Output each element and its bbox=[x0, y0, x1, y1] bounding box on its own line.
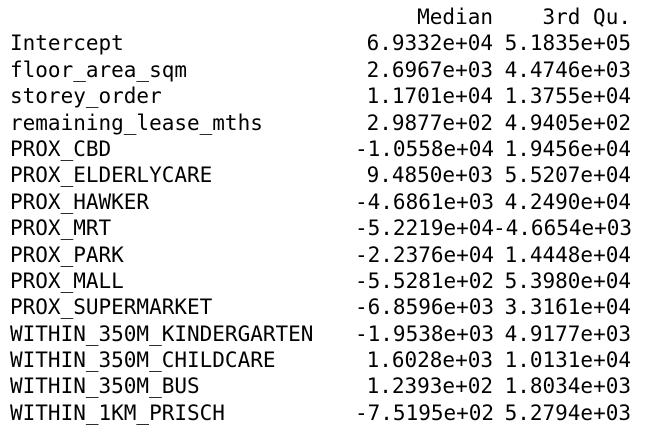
row-label: PROX_SUPERMARKET bbox=[10, 295, 213, 320]
median-value: 2.6967e+03 bbox=[366, 57, 493, 82]
median-value: 1.2393e+02 bbox=[366, 374, 493, 399]
table-row: floor_area_sqm 2.6967e+03 4.4746e+03 bbox=[10, 57, 658, 83]
row-label: PROX_PARK bbox=[10, 242, 124, 267]
table-row: Intercept 6.9332e+04 5.1835e+05 bbox=[10, 30, 658, 56]
median-value: 2.9877e+02 bbox=[366, 110, 493, 135]
console-output: Median 3rd Qu. Intercept 6.9332e+04 5.1835… bbox=[10, 4, 658, 426]
header-row: Median 3rd Qu. bbox=[10, 4, 658, 30]
q3-value: 1.8034e+03 bbox=[504, 374, 631, 399]
q3-value: 4.2490e+04 bbox=[504, 189, 631, 214]
row-label: storey_order bbox=[10, 84, 162, 109]
q3-value: 5.3980e+04 bbox=[504, 268, 631, 293]
median-value: -2.2376e+04 bbox=[355, 242, 495, 267]
header-name bbox=[10, 4, 355, 30]
median-value: -5.5281e+02 bbox=[355, 268, 495, 293]
row-label: WITHIN_350M_KINDERGARTEN bbox=[10, 321, 314, 346]
header-3rd-quartile: 3rd Qu. bbox=[542, 5, 631, 29]
q3-value: 5.1835e+05 bbox=[504, 31, 631, 56]
row-label: PROX_CBD bbox=[10, 136, 112, 161]
table-body: Intercept 6.9332e+04 5.1835e+05 floor_area_… bbox=[10, 30, 658, 426]
row-label: floor_area_sqm bbox=[10, 57, 188, 82]
row-label: PROX_MRT bbox=[10, 216, 112, 241]
median-value: -6.8596e+03 bbox=[355, 295, 495, 320]
table-row: WITHIN_350M_KINDERGARTEN -1.9538e+03 4.917… bbox=[10, 321, 658, 347]
q3-value: 1.0131e+04 bbox=[504, 348, 631, 373]
row-label: PROX_MALL bbox=[10, 268, 124, 293]
row-label: WITHIN_350M_CHILDCARE bbox=[10, 348, 276, 373]
row-label: PROX_ELDERLYCARE bbox=[10, 163, 213, 188]
q3-value: 1.4448e+04 bbox=[504, 242, 631, 267]
row-label: WITHIN_350M_BUS bbox=[10, 374, 200, 399]
table-row: PROX_MRT -5.2219e+04 -4.6654e+03 bbox=[10, 215, 658, 241]
table-row: PROX_CBD -1.0558e+04 1.9456e+04 bbox=[10, 136, 658, 162]
table-row: PROX_PARK -2.2376e+04 1.4448e+04 bbox=[10, 242, 658, 268]
table-row: PROX_HAWKER -4.6861e+03 4.2490e+04 bbox=[10, 189, 658, 215]
table-row: remaining_lease_mths 2.9877e+02 4.9405e+02 bbox=[10, 110, 658, 136]
table-row: PROX_MALL -5.5281e+02 5.3980e+04 bbox=[10, 268, 658, 294]
median-value: -5.2219e+04 bbox=[355, 216, 495, 241]
table-row: PROX_SUPERMARKET -6.8596e+03 3.3161e+04 bbox=[10, 294, 658, 320]
row-label: WITHIN_1KM_PRISCH bbox=[10, 400, 225, 425]
q3-value: 5.2794e+03 bbox=[504, 400, 631, 425]
table-row: PROX_ELDERLYCARE 9.4850e+03 5.5207e+04 bbox=[10, 162, 658, 188]
median-value: -1.9538e+03 bbox=[355, 321, 495, 346]
table-row: WITHIN_1KM_PRISCH -7.5195e+02 5.2794e+03 bbox=[10, 400, 658, 426]
median-value: 6.9332e+04 bbox=[366, 31, 493, 56]
table-row: storey_order 1.1701e+04 1.3755e+04 bbox=[10, 83, 658, 109]
q3-value: 3.3161e+04 bbox=[504, 295, 631, 320]
median-value: 1.6028e+03 bbox=[366, 348, 493, 373]
q3-value: 1.3755e+04 bbox=[504, 84, 631, 109]
table-row: WITHIN_350M_BUS 1.2393e+02 1.8034e+03 bbox=[10, 373, 658, 399]
q3-value: 4.9405e+02 bbox=[504, 110, 631, 135]
median-value: -4.6861e+03 bbox=[355, 189, 495, 214]
row-label: Intercept bbox=[10, 31, 124, 56]
q3-value: -4.6654e+03 bbox=[493, 216, 633, 241]
q3-value: 1.9456e+04 bbox=[504, 136, 631, 161]
header-median: Median bbox=[417, 5, 493, 29]
q3-value: 5.5207e+04 bbox=[504, 163, 631, 188]
q3-value: 4.4746e+03 bbox=[504, 57, 631, 82]
table-row: WITHIN_350M_CHILDCARE 1.6028e+03 1.0131e+0… bbox=[10, 347, 658, 373]
median-value: 9.4850e+03 bbox=[366, 163, 493, 188]
median-value: 1.1701e+04 bbox=[366, 84, 493, 109]
median-value: -1.0558e+04 bbox=[355, 136, 495, 161]
row-label: remaining_lease_mths bbox=[10, 110, 263, 135]
median-value: -7.5195e+02 bbox=[355, 400, 495, 425]
row-label: PROX_HAWKER bbox=[10, 189, 150, 214]
q3-value: 4.9177e+03 bbox=[504, 321, 631, 346]
